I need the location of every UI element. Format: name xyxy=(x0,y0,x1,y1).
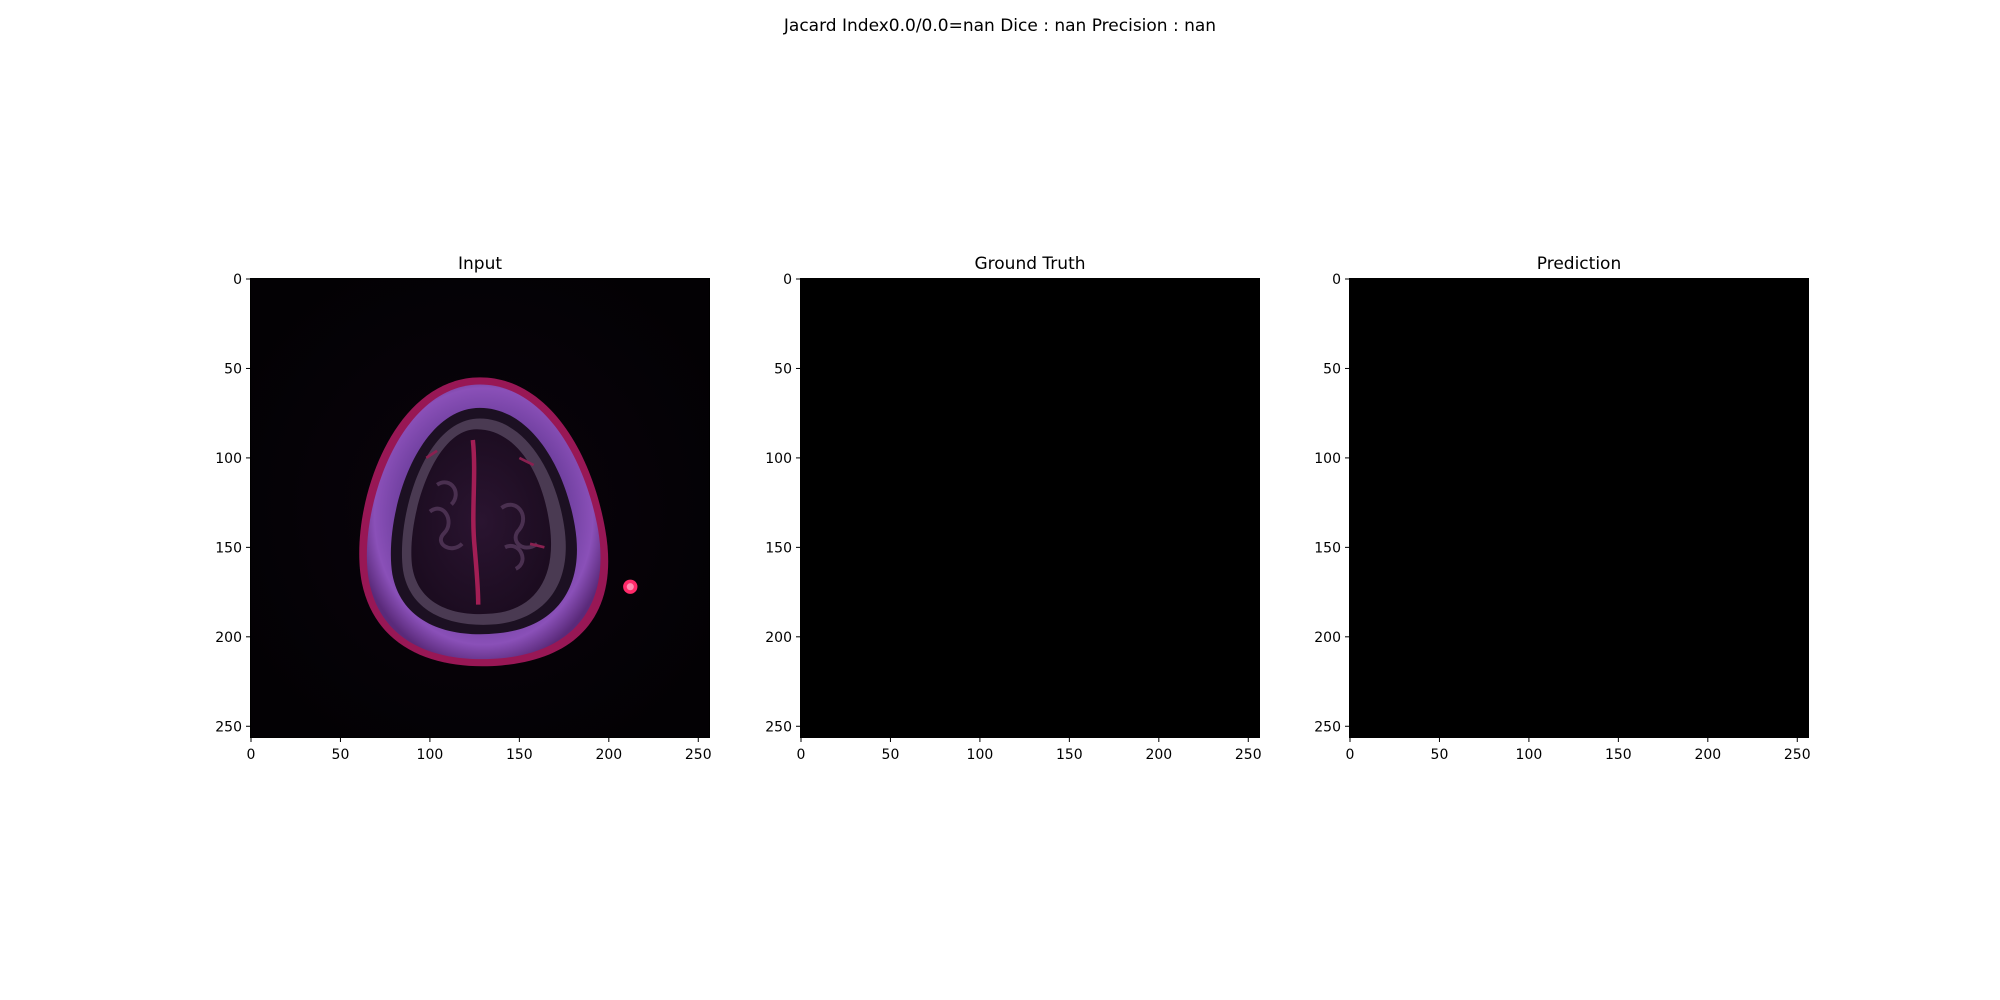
prediction-y-tick-label-150: 150 xyxy=(1314,540,1341,556)
vessel-marks xyxy=(425,449,545,549)
panel-title-prediction: Prediction xyxy=(1536,254,1622,274)
panel-title-input: Input xyxy=(457,254,503,274)
prediction-y-tick-label-250: 250 xyxy=(1314,719,1341,735)
ground-truth-y-tick-label-250: 250 xyxy=(765,719,792,735)
input-y-tick-label-100: 100 xyxy=(215,451,242,467)
ground-truth-x-tick-label-100: 100 xyxy=(967,747,994,763)
prediction-y-tick-label-100: 100 xyxy=(1314,451,1341,467)
ground-truth-x-tick-label-200: 200 xyxy=(1145,747,1172,763)
input-image xyxy=(250,278,710,738)
input-x-tick-label-50: 50 xyxy=(332,747,350,763)
figure-title: Jacard Index0.0/0.0=nan Dice : nan Preci… xyxy=(783,16,1217,36)
prediction-x-tick-label-150: 150 xyxy=(1605,747,1632,763)
input-y-tick-label-150: 150 xyxy=(215,540,242,556)
ground-truth-y-tick-label-0: 0 xyxy=(783,272,792,288)
prediction-image xyxy=(1349,278,1809,738)
input-y-tick-label-50: 50 xyxy=(224,361,242,377)
input-y-tick-label-250: 250 xyxy=(215,719,242,735)
ground-truth-x-tick-label-150: 150 xyxy=(1056,747,1083,763)
input-x-tick-label-250: 250 xyxy=(685,747,712,763)
prediction-x-tick-label-0: 0 xyxy=(1346,747,1355,763)
prediction-y-tick-label-50: 50 xyxy=(1323,361,1341,377)
ground-truth-y-tick-label-100: 100 xyxy=(765,451,792,467)
panel-title-ground-truth: Ground Truth xyxy=(974,254,1086,274)
input-x-tick-label-100: 100 xyxy=(417,747,444,763)
midline-falx xyxy=(470,439,481,605)
mri-brain-slice xyxy=(251,279,709,737)
prediction-x-tick-label-50: 50 xyxy=(1431,747,1449,763)
ground-truth-y-tick-label-200: 200 xyxy=(765,630,792,646)
ground-truth-y-tick-label-50: 50 xyxy=(774,361,792,377)
input-x-tick-label-200: 200 xyxy=(595,747,622,763)
prediction-y-tick-label-200: 200 xyxy=(1314,630,1341,646)
input-y-tick-label-0: 0 xyxy=(233,272,242,288)
prediction-x-tick-label-100: 100 xyxy=(1516,747,1543,763)
gyri-right xyxy=(500,502,539,571)
input-x-tick-label-150: 150 xyxy=(506,747,533,763)
input-y-tick-label-200: 200 xyxy=(215,630,242,646)
prediction-y-tick-label-0: 0 xyxy=(1332,272,1341,288)
prediction-x-tick-label-200: 200 xyxy=(1694,747,1721,763)
ground-truth-x-tick-label-50: 50 xyxy=(882,747,900,763)
gyri-left xyxy=(428,480,464,551)
ground-truth-y-tick-label-150: 150 xyxy=(765,540,792,556)
input-x-tick-label-0: 0 xyxy=(247,747,256,763)
ground-truth-image xyxy=(800,278,1260,738)
ground-truth-x-tick-label-0: 0 xyxy=(797,747,806,763)
prediction-x-tick-label-250: 250 xyxy=(1784,747,1811,763)
ground-truth-x-tick-label-250: 250 xyxy=(1235,747,1262,763)
